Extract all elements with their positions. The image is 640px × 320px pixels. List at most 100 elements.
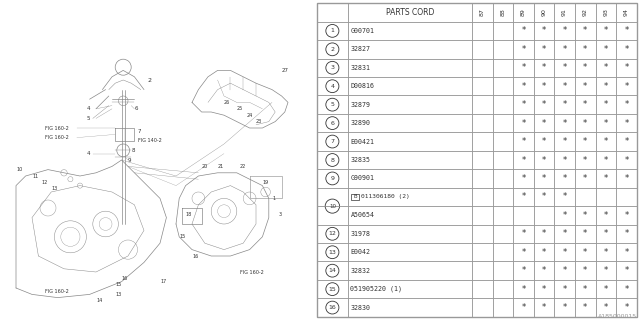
Text: *: * [542, 284, 546, 294]
Bar [534, 206, 554, 225]
Bar [596, 188, 616, 206]
Bar [348, 77, 472, 95]
Text: 2: 2 [330, 47, 334, 52]
Text: 93: 93 [604, 8, 609, 16]
Text: 14: 14 [96, 298, 102, 303]
Bar [493, 206, 513, 225]
Text: 92: 92 [583, 8, 588, 16]
Bar [616, 3, 637, 22]
Bar [616, 95, 637, 114]
Bar [596, 243, 616, 261]
Bar [575, 151, 596, 169]
Text: G90901: G90901 [351, 175, 374, 181]
Text: *: * [563, 156, 567, 164]
Bar [513, 206, 534, 225]
Text: *: * [583, 211, 588, 220]
Text: PARTS CORD: PARTS CORD [386, 8, 434, 17]
Text: *: * [563, 211, 567, 220]
Text: *: * [583, 174, 588, 183]
Text: *: * [542, 156, 546, 164]
Text: FIG 160-2: FIG 160-2 [45, 135, 68, 140]
Bar [575, 243, 596, 261]
Bar [534, 188, 554, 206]
Text: *: * [522, 192, 525, 201]
Bar [348, 280, 472, 298]
Text: *: * [583, 119, 588, 128]
Text: *: * [522, 303, 525, 312]
Bar [554, 225, 575, 243]
Text: *: * [542, 174, 546, 183]
Bar [534, 261, 554, 280]
Bar [317, 59, 348, 77]
Text: *: * [542, 63, 546, 72]
Bar [616, 261, 637, 280]
Text: 10: 10 [329, 204, 336, 209]
Bar [534, 95, 554, 114]
Text: *: * [583, 137, 588, 146]
Bar [513, 22, 534, 40]
Bar [493, 3, 513, 22]
Bar [513, 188, 534, 206]
Bar [317, 151, 348, 169]
Text: 3: 3 [278, 212, 282, 217]
Text: 15: 15 [179, 234, 186, 239]
Text: *: * [624, 156, 628, 164]
Bar [472, 22, 493, 40]
Text: *: * [624, 137, 628, 146]
Text: 5: 5 [86, 116, 90, 121]
Text: 2: 2 [147, 77, 151, 83]
Bar [534, 151, 554, 169]
Text: *: * [522, 45, 525, 54]
Text: *: * [563, 119, 567, 128]
Bar [317, 40, 348, 59]
Text: *: * [604, 248, 608, 257]
Text: 16: 16 [328, 305, 336, 310]
Text: *: * [522, 156, 525, 164]
Text: 13: 13 [51, 186, 58, 191]
Bar [554, 206, 575, 225]
Text: 32832: 32832 [351, 268, 371, 274]
Bar [472, 169, 493, 188]
Text: *: * [542, 229, 546, 238]
Bar [513, 243, 534, 261]
Bar [575, 114, 596, 132]
Bar [554, 114, 575, 132]
Bar [575, 3, 596, 22]
Text: *: * [624, 174, 628, 183]
Text: *: * [604, 266, 608, 275]
Bar [575, 77, 596, 95]
Bar [351, 194, 359, 200]
Bar [348, 261, 472, 280]
Bar [472, 77, 493, 95]
Text: 3: 3 [330, 65, 334, 70]
Bar [493, 59, 513, 77]
Bar [317, 95, 348, 114]
Bar [348, 22, 472, 40]
Text: *: * [604, 100, 608, 109]
Bar [575, 95, 596, 114]
Text: 12: 12 [42, 180, 48, 185]
Bar [317, 77, 348, 95]
Text: 15: 15 [115, 282, 122, 287]
Bar [554, 3, 575, 22]
Bar [317, 3, 348, 22]
Text: *: * [624, 82, 628, 91]
Text: 8: 8 [330, 157, 334, 163]
Bar [575, 280, 596, 298]
Bar [472, 3, 493, 22]
Bar [513, 261, 534, 280]
Bar [596, 206, 616, 225]
Text: *: * [583, 100, 588, 109]
Bar [472, 40, 493, 59]
Bar [513, 3, 534, 22]
Text: *: * [542, 119, 546, 128]
Bar [554, 169, 575, 188]
Bar [493, 77, 513, 95]
Bar [472, 206, 493, 225]
Text: 8: 8 [131, 148, 134, 153]
Text: *: * [522, 63, 525, 72]
Bar [472, 225, 493, 243]
Bar [554, 188, 575, 206]
Text: E0042: E0042 [351, 249, 371, 255]
Bar [493, 188, 513, 206]
